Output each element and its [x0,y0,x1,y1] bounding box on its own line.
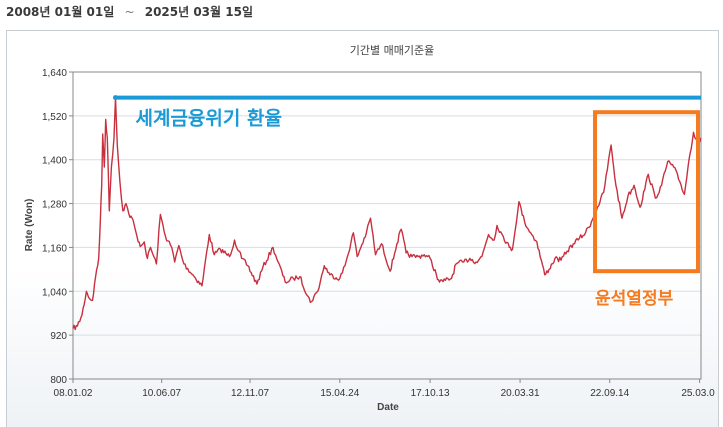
y-axis-ticks: 800 920 1,040 1,160 1,280 1,400 1,520 1,640 [42,68,73,386]
administration-label: 윤석열정부 [595,289,674,309]
crisis-rate-label: 세계금융위기 환율 [135,108,281,130]
crisis-rate-marker [112,95,118,101]
y-tick-label: 800 [50,375,67,386]
x-tick-label: 12.11.07 [231,388,270,399]
chart-title: 기간별 매매기준율 [350,44,434,57]
x-tick-label: 22.09.14 [590,388,629,399]
plot-area-border [72,71,702,380]
administration-box [593,110,700,274]
x-tick-label: 10.06.07 [142,388,181,399]
y-tick-label: 1,160 [42,243,67,254]
x-tick-label: 25.03.0 [681,388,715,399]
end-date: 2025년 03월 15일 [144,5,253,19]
y-tick-label: 1,400 [42,156,67,167]
x-axis-title: Date [377,402,399,413]
range-separator: ~ [124,5,135,19]
y-tick-label: 1,040 [42,287,67,298]
x-tick-label: 08.01.02 [54,388,93,399]
y-tick-label: 1,280 [42,200,67,211]
y-tick-label: 920 [50,331,67,342]
x-axis-ticks: 08.01.02 10.06.07 12.11.07 15.04.24 17.10.13… [54,379,715,399]
x-tick-label: 17.10.13 [411,388,450,399]
y-tick-label: 1,520 [42,112,67,123]
start-date: 2008년 01월 01일 [6,5,115,19]
x-tick-label: 20.03.31 [501,388,540,399]
x-tick-label: 15.04.24 [320,388,359,399]
date-range-header: 2008년 01월 01일 ~ 2025년 03월 15일 [6,3,253,20]
y-tick-label: 1,640 [42,68,67,79]
y-axis-title: Rate (Won) [24,199,35,252]
